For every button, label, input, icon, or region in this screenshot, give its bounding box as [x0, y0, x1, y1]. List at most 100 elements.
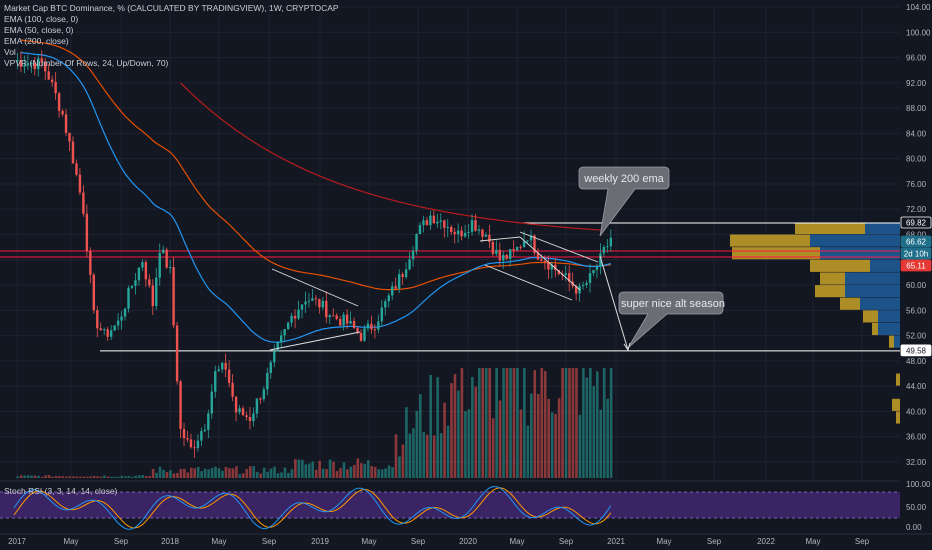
legend-title: Market Cap BTC Dominance, % (CALCULATED … — [4, 3, 339, 13]
candle-body — [172, 267, 175, 326]
legend-ema100[interactable]: EMA (100, close, 0) — [4, 14, 79, 24]
volume-bar — [356, 458, 360, 478]
annotation-weekly-200-ema[interactable]: weekly 200 ema — [578, 166, 670, 237]
candle-body — [234, 396, 238, 413]
volume-bar — [547, 398, 550, 478]
volume-bar — [398, 456, 401, 478]
candle-body — [404, 269, 408, 278]
volume-bar — [363, 463, 367, 478]
candle-body — [214, 371, 217, 392]
candle-body — [595, 266, 599, 270]
volume-bar — [287, 472, 290, 478]
legend-ema200[interactable]: EMA (200, close) — [4, 36, 69, 46]
candle-body — [609, 237, 613, 247]
price-tick: 68.00 — [906, 231, 927, 240]
candle-body — [519, 246, 522, 248]
volume-bar — [512, 368, 516, 478]
price-tick: 56.00 — [906, 306, 927, 315]
time-tick: Sep — [707, 537, 722, 546]
price-tick: 92.00 — [906, 79, 927, 88]
candle-body — [540, 259, 543, 261]
bubble-2-text: super nice alt season — [621, 298, 725, 310]
volume-bar — [255, 471, 259, 478]
trendline — [479, 236, 521, 242]
candle-body — [193, 447, 196, 449]
legend-vol[interactable]: Vol — [4, 47, 16, 57]
candle-body — [370, 323, 373, 330]
volume-bar — [269, 468, 273, 478]
volume-bar — [408, 433, 412, 478]
grid — [0, 6, 900, 532]
candle-body — [581, 284, 585, 286]
candle-body — [19, 60, 23, 67]
volume-bar — [377, 469, 380, 478]
volume-bar — [120, 475, 124, 478]
trendline — [519, 231, 599, 263]
volume-bar — [311, 461, 315, 478]
candle-body — [16, 60, 19, 62]
candle-body — [377, 321, 380, 330]
candle-body — [300, 304, 304, 310]
volume-bar — [176, 473, 179, 478]
legend-vpvr[interactable]: VPVR (Number Of Rows, 24, Up/Down, 70) — [4, 58, 169, 68]
candle-body — [279, 335, 283, 343]
candle-body — [92, 274, 96, 311]
legend-stoch-rsi[interactable]: Stoch RSI (3, 3, 14, 14, close) — [4, 486, 118, 496]
legend-ema50[interactable]: EMA (50, close, 0) — [4, 25, 74, 35]
volume-bar — [179, 468, 183, 478]
time-axis[interactable]: 2017 May Sep 2018 May Sep 2019 May Sep 2020 May Sep… — [0, 533, 932, 550]
volume-bar — [172, 473, 176, 478]
annotation-alt-season[interactable]: super nice alt season — [618, 291, 725, 349]
candle-body — [488, 234, 491, 243]
volume-bar — [110, 476, 113, 478]
candle-body — [515, 246, 519, 251]
candle-body — [227, 369, 231, 383]
candle-body — [477, 229, 481, 231]
candle-body — [384, 301, 387, 308]
candle-body — [588, 273, 592, 283]
candle-body — [120, 316, 123, 321]
price-tag — [900, 259, 932, 272]
volume-bar — [294, 459, 297, 478]
candle-body — [221, 362, 224, 370]
vpvr-up — [732, 247, 820, 260]
volume-bar — [186, 472, 190, 478]
volume-bar — [446, 425, 450, 478]
price-tag — [900, 247, 932, 260]
volume-bar — [248, 466, 252, 478]
candle-body — [151, 285, 154, 307]
volume-bar — [592, 386, 596, 478]
volume-bar — [301, 459, 304, 478]
volume-bar — [554, 413, 557, 478]
volume-bar — [65, 476, 68, 478]
volume-bar — [141, 475, 144, 478]
price-axis[interactable]: 104.00 100.00 96.00 92.00 88.00 84.00 80.00 76.… — [900, 0, 932, 550]
volume-bar — [443, 402, 446, 478]
volume-bar — [47, 475, 51, 478]
vpvr-down — [870, 259, 900, 272]
trendline-drawings[interactable] — [269, 231, 599, 351]
time-tick: Sep — [559, 537, 574, 546]
horizontal-levels[interactable] — [0, 222, 900, 352]
volume-bar — [453, 374, 457, 478]
candle-body — [127, 287, 130, 309]
price-tick: 84.00 — [906, 129, 927, 138]
candle-body — [568, 273, 571, 282]
candle-body — [44, 62, 47, 72]
candle-body — [179, 381, 182, 429]
candle-body — [373, 329, 377, 331]
candle-body — [259, 398, 262, 400]
vpvr-down — [845, 285, 900, 298]
price-tick: 36.00 — [906, 433, 927, 442]
price-tag-text: 49.58 — [906, 346, 927, 355]
vpvr-up — [896, 411, 900, 424]
volume-bar — [464, 411, 467, 478]
volume-bar — [602, 368, 606, 478]
vpvr-down — [878, 310, 900, 323]
volume-bar — [85, 476, 89, 478]
volume-bar — [384, 468, 387, 478]
candle-body — [290, 315, 293, 323]
candle-body — [460, 230, 463, 237]
candle-body — [342, 314, 345, 326]
